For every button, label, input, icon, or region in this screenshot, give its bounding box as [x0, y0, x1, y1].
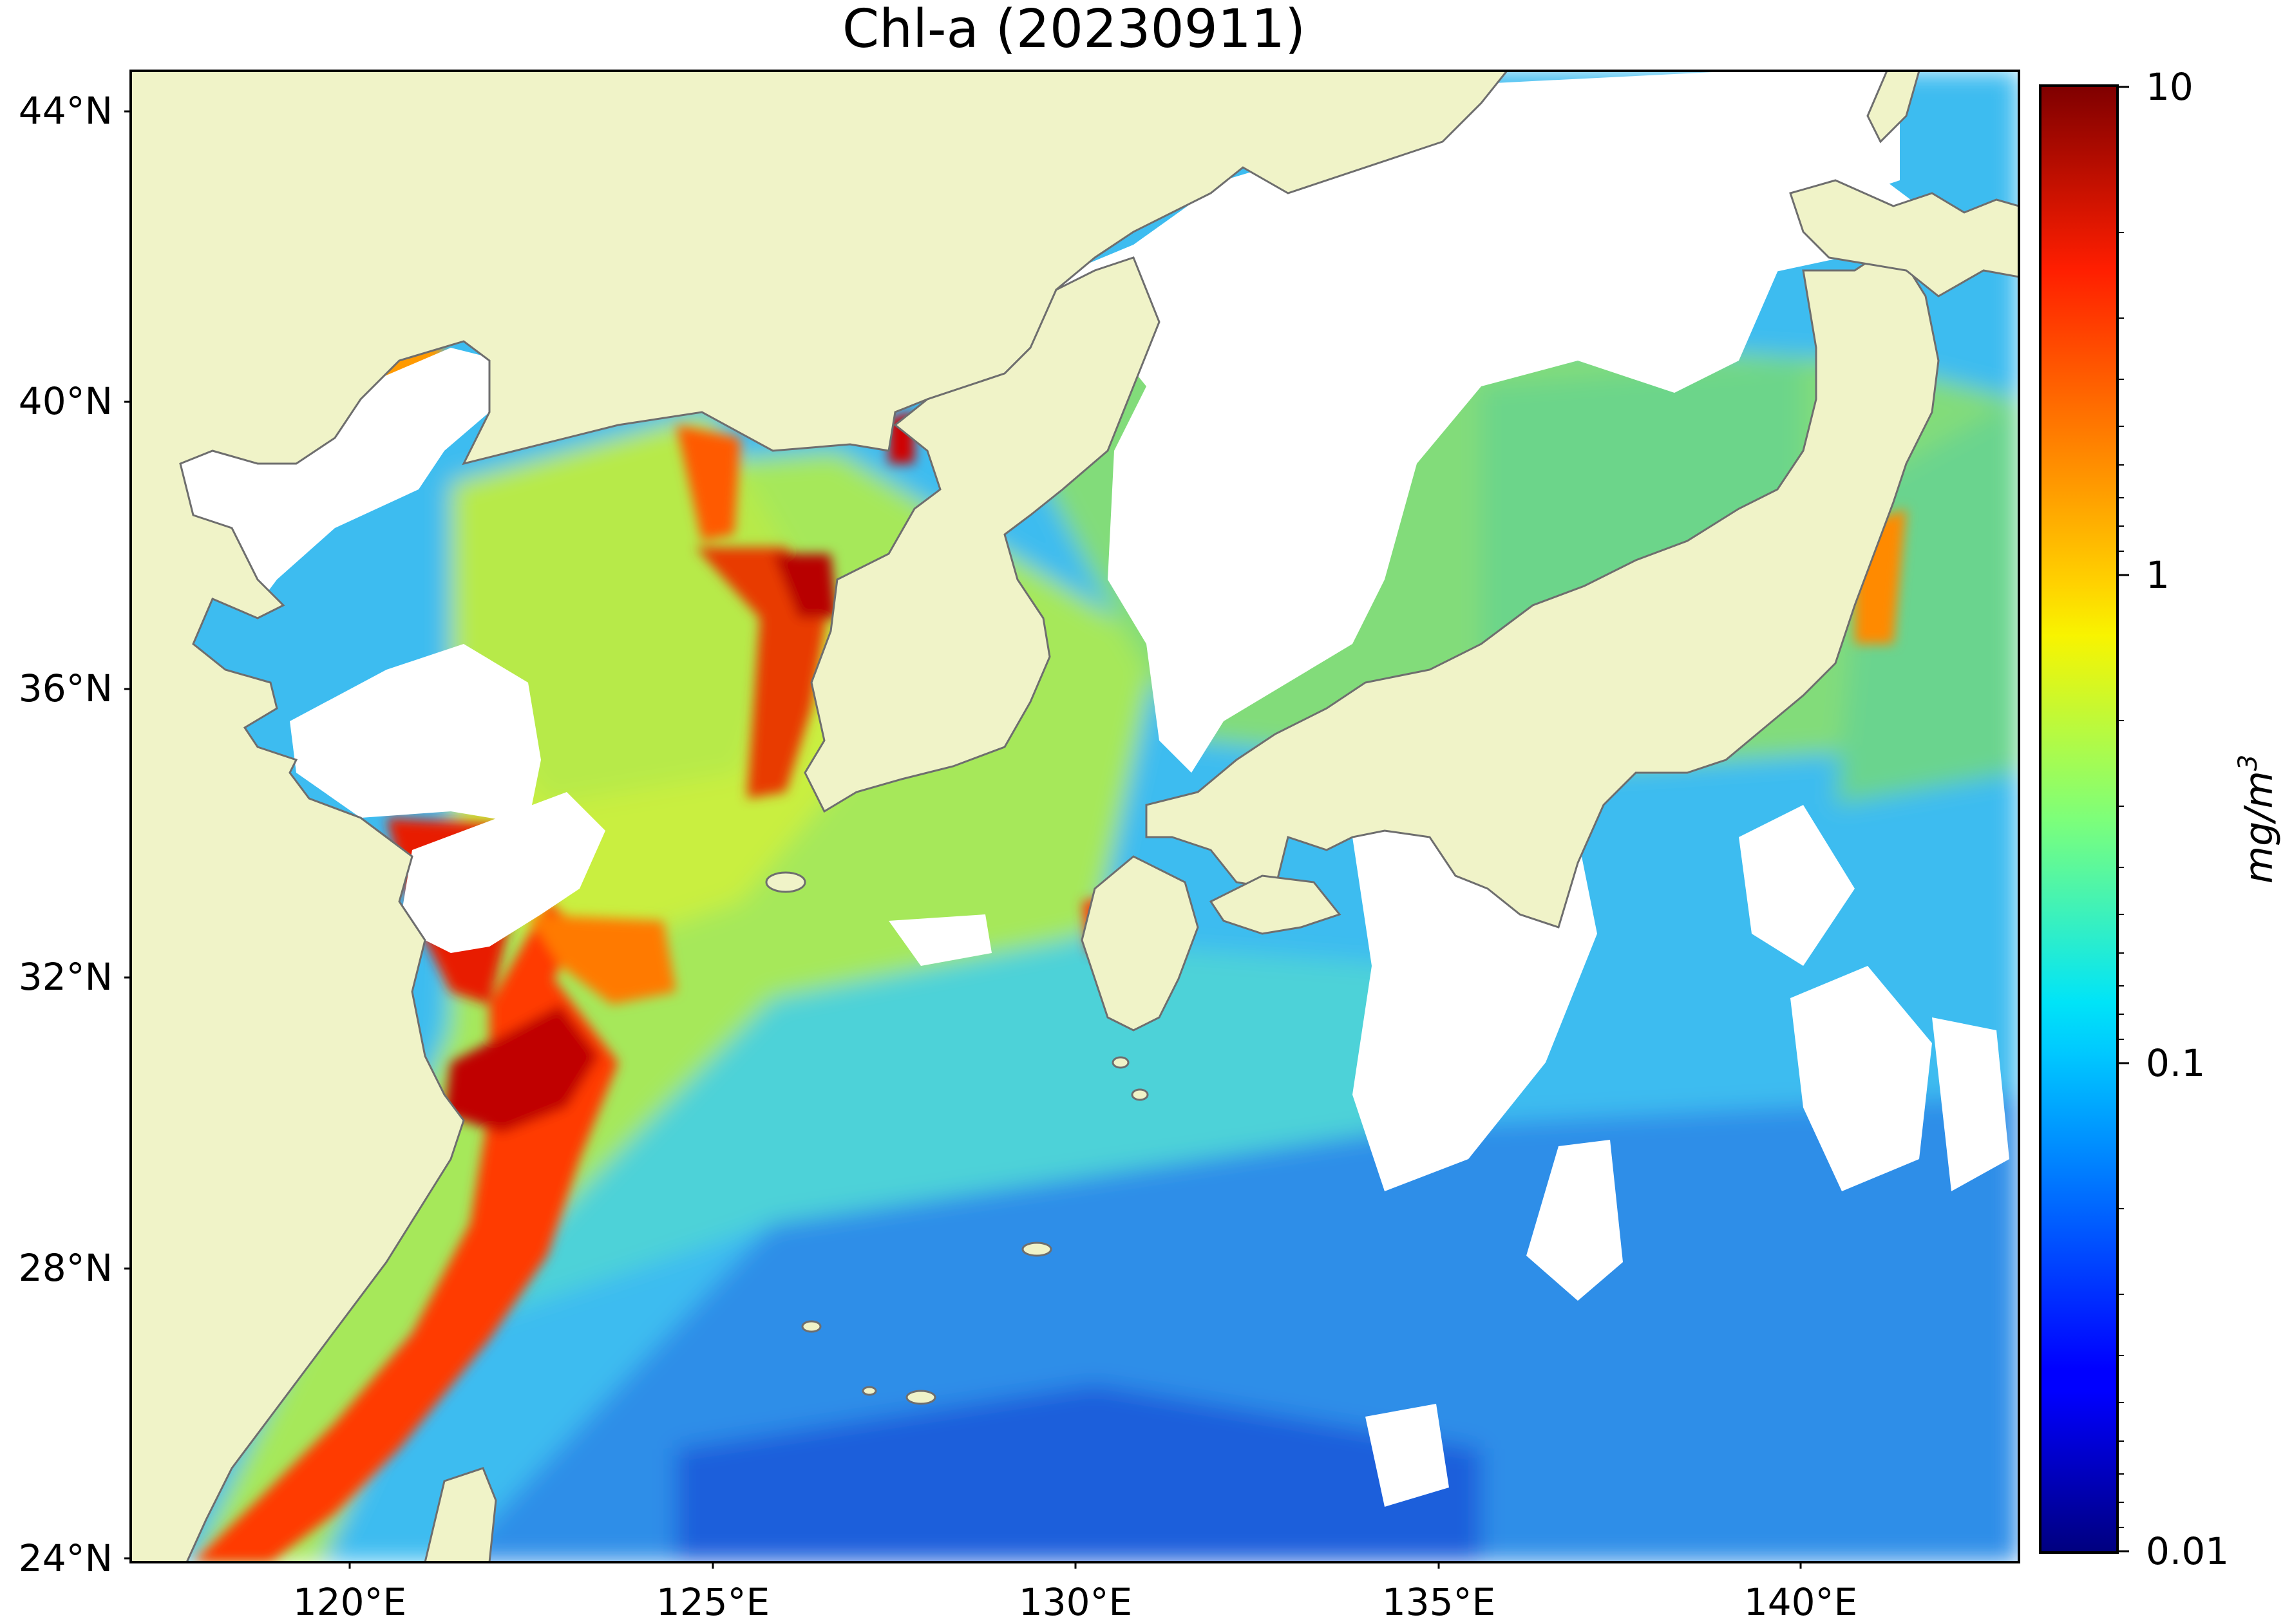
lat-tick-label: 40°N [19, 379, 113, 423]
no-data-regions [180, 71, 2009, 1507]
taiwan-landmass [424, 1467, 497, 1562]
colorbar-tick-label: 10 [2146, 65, 2193, 109]
chart-title: Chl-a (20230911) [842, 0, 1306, 60]
colorbar: 10 1 0.1 0.01 mg/m3 [2039, 65, 2282, 1573]
colorbar-gradient [2040, 86, 2117, 1553]
lon-tick-label: 130°E [1019, 1580, 1132, 1624]
honshu-landmass [1145, 243, 1940, 929]
latitude-axis: 44°N 40°N 36°N 32°N 28°N 24°N [19, 89, 131, 1580]
colorbar-frame [2039, 84, 2119, 1554]
korea-landmass [804, 256, 1160, 813]
map-area [131, 71, 2019, 1562]
lat-tick-label: 28°N [19, 1246, 113, 1290]
lon-tick-label: 140°E [1744, 1580, 1857, 1624]
lon-tick-label: 135°E [1382, 1580, 1495, 1624]
longitude-axis: 120°E 125°E 130°E 135°E 140°E [293, 1562, 1857, 1624]
lat-tick-label: 24°N [19, 1536, 113, 1580]
lon-tick-label: 120°E [293, 1580, 406, 1624]
colorbar-tick-label: 0.01 [2146, 1529, 2229, 1573]
colorbar-tick-label: 0.1 [2146, 1041, 2205, 1085]
kyushu-landmass [1081, 855, 1199, 1032]
lat-tick-label: 36°N [19, 666, 113, 710]
colorbar-tick-label: 1 [2146, 553, 2170, 597]
land-masses [131, 71, 2019, 1562]
colorbar-unit-label: mg/m3 [2233, 755, 2282, 884]
lat-tick-label: 32°N [19, 955, 113, 999]
lat-tick-label: 44°N [19, 89, 113, 133]
lon-tick-label: 125°E [656, 1580, 770, 1624]
hokkaido-landmass [1789, 179, 2019, 297]
shikoku-landmass [1209, 874, 1341, 935]
